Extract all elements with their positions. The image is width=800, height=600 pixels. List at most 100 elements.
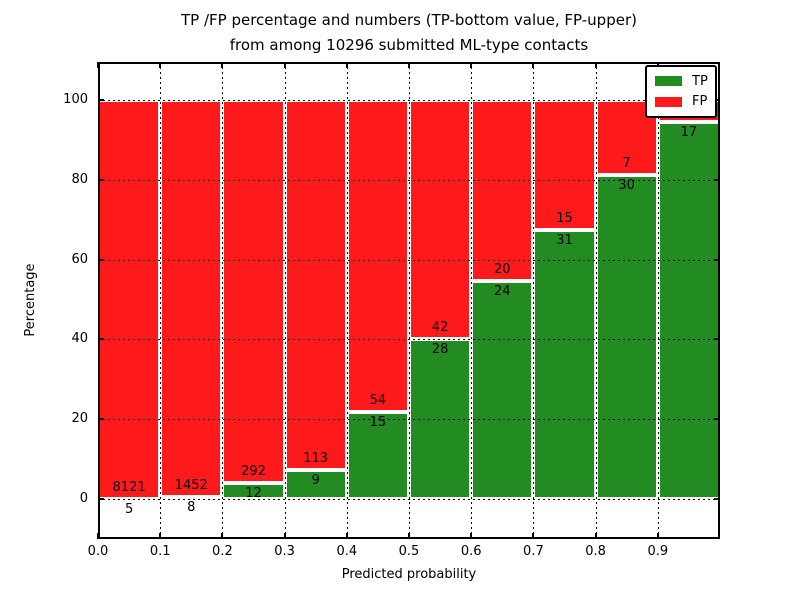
tp-count-label: 28 — [431, 342, 449, 358]
y-tick-mark-left — [98, 418, 104, 421]
x-tick-mark-bottom — [221, 533, 224, 539]
fp-count-label: 15 — [556, 211, 573, 227]
tp-count-label: 31 — [556, 233, 573, 249]
chart-title-line-1: TP /FP percentage and numbers (TP-bottom… — [181, 11, 637, 29]
tp-bar-segment — [595, 175, 658, 499]
x-tick-label: 0.4 — [336, 544, 358, 559]
y-tick-mark-right — [714, 338, 720, 341]
x-tick-mark-top — [470, 62, 473, 68]
y-tick-mark-left — [98, 178, 104, 181]
y-tick-mark-right — [714, 178, 720, 181]
y-tick-mark-right — [714, 498, 720, 500]
x-tick-mark-bottom — [470, 533, 473, 539]
tp-count-label: 17 — [680, 125, 698, 141]
x-tick-mark-top — [408, 62, 410, 68]
tp-count-label: 24 — [494, 284, 511, 300]
tp-count-label: 15 — [369, 415, 387, 431]
fp-bar-segment — [222, 100, 285, 484]
x-tick-mark-bottom — [345, 533, 348, 539]
y-tick-label: 60 — [71, 251, 88, 267]
fp-count-label: 54 — [369, 393, 387, 409]
y-tick-mark-left — [98, 498, 104, 500]
x-tick-mark-bottom — [594, 533, 597, 539]
x-tick-label: 0.3 — [274, 544, 295, 559]
legend-label: FP — [692, 94, 708, 110]
fp-count-label: 292 — [241, 464, 266, 480]
tp-count-label: 5 — [124, 501, 134, 517]
y-tick-mark-right — [714, 418, 720, 421]
fp-count-label: 42 — [431, 320, 449, 336]
y-tick-mark-left — [98, 338, 104, 341]
fp-count-label: 1452 — [174, 477, 208, 493]
tp-bar-segment — [346, 412, 409, 499]
x-tick-mark-top — [532, 62, 535, 68]
x-tick-label: 0.9 — [647, 544, 669, 559]
y-tick-label: 20 — [71, 411, 88, 427]
chart-title: TP /FP percentage and numbers (TP-bottom… — [98, 8, 720, 58]
x-tick-label: 0.0 — [87, 544, 109, 559]
fp-count-label: 113 — [303, 450, 329, 466]
tp-count-label: 9 — [311, 472, 320, 488]
tp-bar-segment — [471, 281, 534, 499]
fp-bar-segment — [160, 100, 223, 497]
x-tick-mark-top — [345, 62, 348, 68]
vertical-gridline — [595, 62, 597, 539]
y-tick-label: 0 — [79, 491, 88, 506]
legend-label: TP — [692, 73, 708, 89]
x-tick-label: 0.7 — [523, 544, 544, 559]
horizontal-gridline — [98, 259, 720, 261]
x-tick-mark-bottom — [283, 533, 286, 539]
x-tick-label: 0.1 — [149, 544, 171, 559]
fp-bar-segment — [471, 100, 534, 282]
x-tick-mark-top — [221, 62, 224, 68]
x-axis-label: Predicted probability — [341, 567, 477, 582]
tp-legend-swatch — [655, 76, 682, 87]
vertical-gridline — [222, 62, 224, 539]
x-tick-mark-bottom — [97, 533, 99, 539]
legend-entry: TP — [655, 73, 708, 89]
x-tick-mark-top — [594, 62, 597, 68]
x-tick-mark-top — [283, 62, 286, 68]
legend-entry: FP — [655, 94, 707, 109]
legend: TP FP — [645, 65, 717, 118]
vertical-gridline — [160, 62, 162, 539]
fp-bar-segment — [98, 100, 161, 499]
horizontal-gridline — [98, 179, 720, 181]
fp-bar-segment — [346, 100, 409, 413]
x-tick-mark-bottom — [656, 533, 659, 539]
fp-legend-swatch — [655, 96, 682, 107]
vertical-gridline — [409, 62, 410, 539]
tp-bar-segment — [657, 122, 720, 499]
x-tick-mark-bottom — [532, 533, 535, 539]
vertical-gridline — [471, 62, 473, 539]
vertical-gridline — [284, 62, 286, 539]
fp-count-label: 7 — [622, 156, 631, 172]
plot-area: 8121 5 1452 8 292 12 113 9 54 15 42 28 20 24 15 31 7 30 17 — [97, 62, 720, 539]
horizontal-gridline — [98, 499, 720, 500]
y-tick-mark-left — [98, 258, 104, 261]
tp-count-label: 30 — [618, 178, 635, 194]
x-tick-label: 0.2 — [212, 544, 233, 559]
y-tick-label: 80 — [71, 171, 88, 187]
vertical-gridline — [533, 62, 535, 539]
x-tick-mark-bottom — [408, 533, 410, 539]
horizontal-gridline — [98, 419, 720, 421]
fp-bar-segment — [533, 100, 596, 231]
y-tick-label: 100 — [63, 92, 88, 107]
vertical-gridline — [657, 62, 659, 539]
chart-title-line-2: from among 10296 submitted ML-type conta… — [229, 36, 589, 54]
fp-bar-segment — [409, 100, 472, 340]
x-tick-mark-top — [97, 62, 99, 68]
tp-bar-segment — [222, 483, 285, 499]
x-tick-mark-bottom — [159, 533, 162, 539]
x-tick-label: 0.8 — [585, 544, 606, 559]
vertical-gridline — [346, 62, 348, 539]
x-tick-mark-top — [159, 62, 162, 68]
x-tick-label: 0.6 — [460, 544, 482, 559]
y-tick-label: 40 — [71, 331, 88, 347]
fp-count-label: 8121 — [112, 479, 146, 495]
tp-count-label: 8 — [187, 499, 196, 515]
tp-bar-segment — [533, 230, 596, 499]
horizontal-gridline — [98, 100, 720, 101]
